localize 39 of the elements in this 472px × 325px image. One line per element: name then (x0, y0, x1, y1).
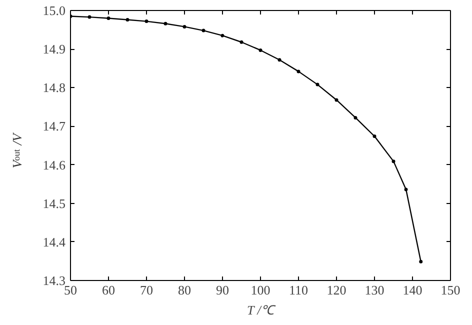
x-tick-label: 150 (440, 282, 460, 298)
point (296, 70, 300, 74)
x-tick-label: 90 (216, 282, 229, 298)
y-tick-label: 14.3 (42, 273, 66, 288)
x-tick-label: 70 (140, 282, 153, 298)
x-axis-title: T /℃ (246, 302, 276, 318)
y-tick-label: 14.7 (42, 118, 66, 134)
x-tick-label: 140 (402, 282, 422, 298)
x-tick-label: 100 (250, 282, 270, 298)
point (278, 58, 282, 62)
point (316, 82, 320, 86)
y-tick-label: 15.0 (42, 3, 66, 18)
point (220, 34, 224, 38)
x-tick-label: 120 (326, 282, 346, 298)
point (126, 18, 130, 22)
point (392, 160, 396, 164)
point (144, 20, 148, 24)
y-tick-label: 14.6 (42, 157, 66, 172)
y-tick-label: 14.8 (42, 80, 66, 96)
point (404, 188, 408, 192)
point (106, 16, 110, 20)
point (258, 48, 262, 52)
x-tick-label: 80 (178, 282, 191, 298)
point (372, 134, 376, 138)
x-tick-label: 130 (364, 282, 384, 298)
y-tick-label: 14.9 (42, 42, 66, 57)
point (88, 15, 92, 19)
point (354, 116, 358, 120)
point (182, 24, 186, 28)
x-tick-label: 110 (288, 282, 308, 298)
x-tick-label: 50 (64, 282, 77, 298)
point (164, 22, 168, 26)
point (334, 98, 338, 102)
point (419, 260, 423, 264)
point (202, 28, 206, 32)
y-tick-label: 14.5 (42, 196, 66, 211)
point (240, 40, 244, 44)
y-tick-label: 14.4 (42, 234, 66, 250)
x-tick-label: 60 (102, 282, 115, 298)
